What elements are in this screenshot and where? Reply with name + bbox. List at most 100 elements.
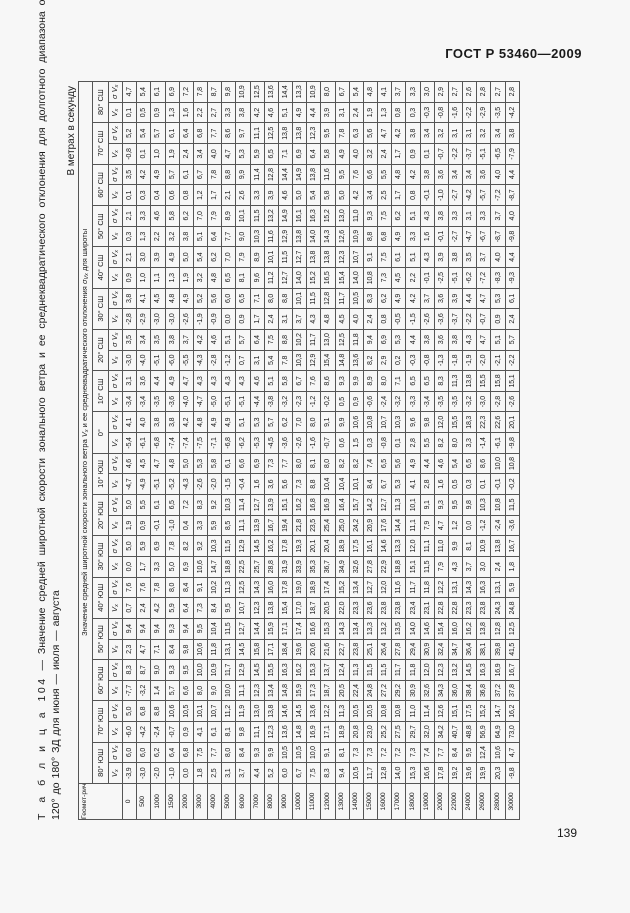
vx-cell: 37,2	[490, 680, 506, 701]
sigma-cell: 7,8	[150, 577, 166, 598]
vx-cell: 13,8	[292, 226, 307, 247]
sigma-cell: 3,6	[476, 164, 491, 185]
sigma-cell: 3,3	[448, 205, 463, 227]
sigma-cell: 6,2	[150, 742, 166, 763]
sigma-cell: 17,1	[278, 618, 293, 640]
vx-cell: 10,4	[335, 473, 350, 495]
sigma-cell: 14,9	[292, 164, 307, 185]
vx-cell: -2,7	[448, 226, 463, 247]
sigma-cell: 6,9	[150, 535, 166, 557]
sigma-cell: 7,8	[335, 123, 350, 144]
sigma-cell: 3,7	[490, 205, 506, 227]
vx-cell: 10,3	[250, 226, 265, 247]
vx-cell: -1,9	[193, 308, 208, 330]
vx-cell: 15,4	[320, 350, 336, 371]
sigma-cell: 3,5	[122, 329, 137, 351]
vx-cell: -2,8	[207, 350, 222, 371]
sigma-cell: 16,3	[476, 659, 491, 681]
vx-cell: -0,5	[391, 308, 406, 330]
sigma-cell: 17,8	[278, 577, 293, 598]
vx-cell: 12,3	[250, 597, 265, 619]
sigma-symbol: σ V	[109, 128, 119, 141]
sigma-cell: 6,2	[377, 288, 392, 309]
sigma-subheader: σ Vx	[108, 411, 123, 433]
sigma-cell: 3,4	[448, 164, 463, 185]
sigma-cell: 12,7	[377, 494, 392, 516]
sigma-cell: 8,3	[122, 659, 137, 681]
table-row: 8000 5,2 9,9 12,3 13,8 13,4 15,5 17,1 15,9 13,8 16…	[264, 81, 279, 820]
vx-symbol: V	[109, 235, 119, 241]
height-cell: 20000	[434, 783, 449, 820]
vx-cell: 24,3	[490, 597, 506, 619]
vx-cell: 0,6	[335, 432, 350, 454]
vx-cell: 0,0	[221, 308, 236, 330]
sigma-cell: 9,4	[363, 329, 378, 351]
vx-cell: 0,8	[377, 308, 392, 330]
table-row: 24000 19,6 9,5 48,8 17,5 38,4 14,5 36,4 16,2 23,3…	[462, 81, 477, 820]
sigma-cell: 6,2	[207, 246, 222, 268]
vx-cell: 20,8	[349, 721, 364, 743]
sigma-cell: 3,0	[420, 81, 435, 103]
vx-cell: -0,3	[420, 102, 435, 123]
sigma-subheader: σ Vx	[108, 246, 123, 268]
sigma-symbol: σ V	[109, 748, 119, 760]
vx-cell: 21,8	[292, 515, 307, 536]
vx-cell: 15,9	[292, 680, 307, 701]
vx-subheader: Vx	[108, 762, 123, 784]
vx-cell: 0,3	[136, 184, 151, 206]
vx-cell: 17,8	[434, 762, 449, 784]
vx-symbol: V	[109, 689, 119, 695]
vx-cell: -4,7	[462, 226, 477, 247]
vx-cell: 15,4	[278, 597, 293, 619]
sigma-cell: 13,6	[264, 81, 279, 103]
sigma-cell: 3,5	[462, 246, 477, 268]
vx-cell: 2,4	[363, 308, 378, 330]
sigma-symbol: σ V	[109, 665, 119, 678]
vx-cell: 12,3	[250, 680, 265, 701]
vx-cell: 29,4	[405, 639, 421, 660]
vx-cell: 18,8	[221, 556, 236, 578]
vx-cell: 23,4	[405, 597, 421, 619]
vx-cell: 23,8	[349, 639, 364, 660]
vx-cell: 3,0	[476, 556, 491, 578]
sigma-cell: 15,8	[490, 370, 506, 392]
vx-cell: 19,2	[448, 762, 463, 784]
height-cell: 7000	[250, 783, 265, 820]
sigma-cell: 10,9	[476, 535, 491, 557]
vx-cell: 14,0	[306, 226, 321, 247]
table-row: 10000 6,7 10,5 14,8 14,5 15,9 16,2 19,6 17,4 17,0…	[292, 81, 307, 820]
table-row: 20000 17,8 7,7 34,2 12,6 34,3 12,3 32,4 15,4 22,8…	[434, 81, 449, 820]
sigma-cell: 13,9	[264, 494, 279, 516]
vx-cell: -5,1	[448, 267, 463, 289]
sigma-cell: 13,8	[490, 535, 506, 557]
vx-cell: 0,9	[235, 308, 251, 330]
vx-cell: 12,7	[278, 267, 293, 289]
vx-cell: 9,0	[235, 226, 251, 247]
vx-cell: -3,5	[150, 391, 166, 412]
sigma-cell: 6,1	[505, 288, 520, 309]
vx-cell: 2,4	[264, 308, 279, 330]
sigma-cell: 11,9	[235, 700, 251, 722]
sigma-subheader: σ Vx	[108, 494, 123, 516]
sigma-subscript: x	[113, 538, 120, 542]
sigma-cell: 8,9	[363, 370, 378, 392]
sigma-cell: 7,1	[391, 370, 406, 392]
sigma-cell: 10,8	[490, 494, 506, 516]
sigma-subheader: σ Vx	[108, 370, 123, 392]
table-row: 1500 -1,0 6,4 -0,7 10,6 5,7 9,3 8,4 9,3 5,9 8,0 5,0…	[165, 81, 180, 820]
sigma-cell: 13,8	[462, 370, 477, 392]
vx-cell: 0,9	[179, 721, 194, 743]
sigma-cell: 8,6	[476, 453, 491, 474]
table-row: 28000 20,3 10,6 64,9 14,7 37,2 16,9 39,8 12,8 24,…	[490, 81, 506, 820]
vx-cell: -5,3	[250, 432, 265, 454]
sigma-cell: 3,8	[505, 123, 520, 144]
sigma-cell: 11,8	[420, 577, 435, 598]
sigma-cell: 15,1	[278, 494, 293, 516]
height-cell: 11000	[306, 783, 321, 820]
sigma-cell: 10,1	[405, 494, 421, 516]
vx-cell: 0,6	[165, 184, 180, 206]
sigma-cell: 13,4	[349, 577, 364, 598]
sigma-cell: 9,9	[349, 370, 364, 392]
latitude-header: 50° ЮШ	[92, 618, 109, 660]
sigma-cell: 16,0	[264, 577, 279, 598]
